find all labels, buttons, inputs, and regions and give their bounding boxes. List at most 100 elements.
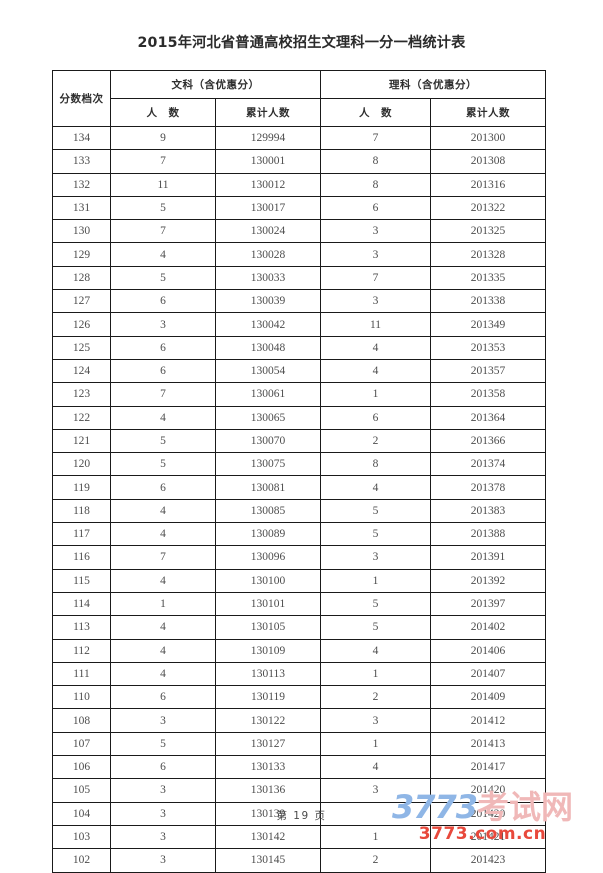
table-row: 124 6 130054 4 201357: [52, 358, 546, 384]
cell-liberal-count: 1: [110, 591, 216, 617]
cell-liberal-count: 7: [110, 149, 216, 174]
cell-science-cumulative: 201378: [430, 475, 546, 500]
cell-science-cumulative: 201417: [430, 755, 546, 780]
cell-liberal-cumulative: 130096: [215, 545, 321, 570]
cell-rank: 110: [52, 685, 111, 710]
table-row: 115 4 130100 1 201392: [52, 568, 546, 593]
cell-science-cumulative: 201353: [430, 335, 546, 360]
cell-science-count: 3: [320, 545, 431, 570]
cell-science-count: 1: [320, 824, 431, 850]
cell-rank: 123: [52, 382, 111, 407]
cell-science-count: 1: [320, 731, 431, 757]
cell-science-count: 6: [320, 195, 431, 221]
cell-rank: 112: [52, 638, 111, 663]
cell-science-cumulative: 201328: [430, 242, 546, 267]
cell-science-cumulative: 201420: [430, 778, 546, 803]
cell-liberal-cumulative: 130119: [215, 685, 321, 710]
cell-liberal-cumulative: 130085: [215, 498, 321, 524]
cell-liberal-count: 3: [110, 312, 216, 337]
cell-science-count: 1: [320, 568, 431, 593]
table-row: 118 4 130085 5 201383: [52, 498, 546, 524]
cell-science-count: 5: [320, 591, 431, 617]
table-row: 119 6 130081 4 201378: [52, 475, 546, 500]
cell-liberal-cumulative: 130136: [215, 778, 321, 803]
cell-liberal-cumulative: 130101: [215, 591, 321, 617]
cell-liberal-cumulative: 130122: [215, 708, 321, 733]
table-row: 110 6 130119 2 201409: [52, 685, 546, 710]
header-row-subcolumns: 人 数 累计人数 人 数 累计人数: [53, 98, 546, 127]
cell-rank: 120: [52, 452, 111, 477]
cell-liberal-cumulative: 130048: [215, 335, 321, 360]
column-header-group-liberal-arts: 文科（含优惠分）: [110, 70, 321, 99]
cell-rank: 111: [52, 661, 111, 687]
cell-science-cumulative: 201421: [430, 824, 546, 850]
cell-liberal-cumulative: 130024: [215, 219, 321, 244]
table-row: 123 7 130061 1 201358: [52, 382, 546, 407]
cell-rank: 104: [52, 801, 111, 826]
cell-science-cumulative: 201325: [430, 219, 546, 244]
cell-science-cumulative: 201383: [430, 498, 546, 524]
cell-science-cumulative: 201392: [430, 568, 546, 593]
table-row: 111 4 130113 1 201407: [52, 661, 546, 687]
cell-liberal-count: 7: [110, 382, 216, 407]
table-row: 134 9 129994 7 201300: [52, 125, 546, 151]
watermark-brand: 3773考试网: [370, 790, 595, 824]
table-row: 108 3 130122 3 201412: [52, 708, 546, 733]
cell-liberal-cumulative: 130012: [215, 172, 321, 197]
table-row: 116 7 130096 3 201391: [52, 545, 546, 570]
table-body: 134 9 129994 7 201300 133 7 130001 8 201308 132 11 1…: [52, 125, 546, 873]
table-row: 132 11 130012 8 201316: [52, 172, 546, 197]
cell-liberal-count: 5: [110, 452, 216, 477]
document-page: 2015年河北省普通高校招生文理科一分一档统计表 分数档次 文科（含优惠分） 理…: [52, 35, 595, 873]
table-row: 129 4 130028 3 201328: [52, 242, 546, 267]
table-row: 113 4 130105 5 201402: [52, 615, 546, 640]
cell-rank: 132: [52, 172, 111, 197]
cell-liberal-cumulative: 130105: [215, 615, 321, 640]
cell-science-count: 1: [320, 661, 431, 687]
cell-liberal-cumulative: 130133: [215, 755, 321, 780]
cell-liberal-count: 5: [110, 731, 216, 757]
cell-rank: 134: [52, 125, 111, 151]
cell-liberal-count: 11: [110, 172, 216, 197]
cell-science-count: 7: [320, 125, 431, 151]
cell-liberal-count: 4: [110, 498, 216, 524]
cell-science-count: 2: [320, 685, 431, 710]
cell-science-cumulative: 201308: [430, 149, 546, 174]
cell-rank: 125: [52, 335, 111, 360]
cell-science-cumulative: 201397: [430, 591, 546, 617]
cell-rank: 128: [52, 265, 111, 291]
cell-science-cumulative: 201335: [430, 265, 546, 291]
watermark-brand-number: 3773: [391, 788, 478, 826]
cell-liberal-count: 5: [110, 265, 216, 291]
page-number-footer: 第 19 页: [276, 810, 327, 822]
cell-liberal-cumulative: 130001: [215, 149, 321, 174]
table-row: 112 4 130109 4 201406: [52, 638, 546, 663]
cell-liberal-count: 6: [110, 335, 216, 360]
watermark-domain: 3773.com.cn: [418, 824, 547, 844]
cell-science-count: 7: [320, 265, 431, 291]
table-row: 102 3 130145 2 201423: [52, 848, 546, 873]
cell-liberal-cumulative: 129994: [215, 125, 321, 151]
cell-rank: 129: [52, 242, 111, 267]
cell-rank: 108: [52, 708, 111, 733]
cell-science-count: 2: [320, 848, 431, 873]
cell-science-cumulative: 201402: [430, 615, 546, 640]
cell-science-cumulative: 201412: [430, 708, 546, 733]
cell-liberal-cumulative: 130039: [215, 289, 321, 314]
cell-liberal-cumulative: 130075: [215, 452, 321, 477]
cell-rank: 102: [52, 848, 111, 873]
cell-liberal-cumulative: 130028: [215, 242, 321, 267]
cell-science-cumulative: 201423: [430, 848, 546, 873]
cell-science-count: 4: [320, 358, 431, 384]
cell-liberal-cumulative: 130109: [215, 638, 321, 663]
table-row: 120 5 130075 8 201374: [52, 452, 546, 477]
cell-liberal-count: 6: [110, 685, 216, 710]
column-header-liberal-count: 人 数: [110, 98, 216, 127]
cell-science-count: 5: [320, 615, 431, 640]
cell-science-count: 4: [320, 755, 431, 780]
cell-science-cumulative: 201358: [430, 382, 546, 407]
column-header-group-science: 理科（含优惠分）: [320, 70, 546, 99]
cell-science-count: 11: [320, 312, 431, 337]
cell-liberal-cumulative: 130145: [215, 848, 321, 873]
cell-liberal-count: 9: [110, 125, 216, 151]
